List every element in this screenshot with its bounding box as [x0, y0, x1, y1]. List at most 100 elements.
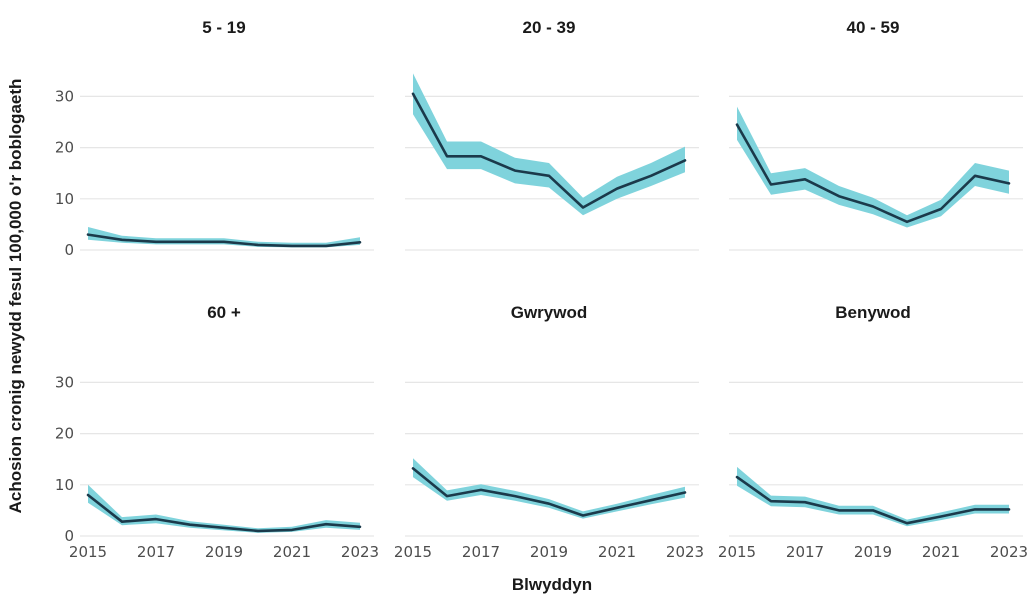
panel-title: Benywod	[835, 303, 911, 322]
data-point	[291, 244, 294, 247]
data-point	[155, 240, 158, 243]
x-tick-label: 2017	[462, 543, 500, 561]
x-tick-label: 2023	[666, 543, 704, 561]
data-point	[121, 238, 124, 241]
data-point	[940, 515, 943, 518]
x-tick-label: 2021	[598, 543, 636, 561]
data-point	[480, 488, 483, 491]
data-point	[412, 467, 415, 470]
data-point	[838, 195, 841, 198]
data-point	[257, 529, 260, 532]
data-point	[359, 525, 362, 528]
data-point	[189, 240, 192, 243]
y-tick-label: 30	[55, 373, 74, 391]
data-point	[223, 240, 226, 243]
data-point	[514, 169, 517, 172]
data-point	[582, 206, 585, 209]
y-tick-label: 20	[55, 425, 74, 443]
x-tick-label: 2023	[341, 543, 379, 561]
x-tick-label: 2023	[990, 543, 1028, 561]
panel-4: 0 10 20 30 2015 2017 2019 2021 2023 60 +	[55, 303, 379, 561]
data-point	[872, 509, 875, 512]
data-point	[359, 241, 362, 244]
x-tick-label: 2019	[854, 543, 892, 561]
data-point	[480, 155, 483, 158]
series-line	[411, 467, 687, 517]
x-tick-label: 2015	[394, 543, 432, 561]
confidence-band	[737, 466, 1009, 527]
data-point	[446, 155, 449, 158]
data-point	[684, 159, 687, 162]
y-tick-label: 0	[64, 527, 74, 545]
data-point	[650, 499, 653, 502]
y-tick-label: 20	[55, 139, 74, 157]
data-point	[325, 244, 328, 247]
y-tick-label: 0	[64, 241, 74, 259]
y-axis-label: Achosion cronig newydd fesul 100,000 o'r…	[6, 79, 25, 514]
panel-title: 20 - 39	[523, 18, 576, 37]
data-point	[548, 502, 551, 505]
panel-2: 20 - 39	[405, 18, 699, 251]
data-point	[1008, 182, 1011, 185]
data-point	[804, 178, 807, 181]
x-tick-label: 2019	[530, 543, 568, 561]
data-point	[121, 520, 124, 523]
data-point	[974, 508, 977, 511]
panel-title: 60 +	[207, 303, 241, 322]
data-point	[87, 494, 90, 497]
data-point	[736, 123, 739, 126]
data-point	[872, 205, 875, 208]
panel-title: 5 - 19	[202, 18, 245, 37]
data-point	[906, 220, 909, 223]
x-tick-label: 2015	[718, 543, 756, 561]
x-tick-label: 2021	[922, 543, 960, 561]
x-tick-label: 2015	[69, 543, 107, 561]
panel-title: Gwrywod	[511, 303, 588, 322]
y-tick-label: 10	[55, 190, 74, 208]
series-line	[86, 493, 362, 533]
confidence-band	[88, 484, 360, 533]
data-point	[155, 518, 158, 521]
confidence-band	[413, 458, 685, 519]
panel-5: 2015 2017 2019 2021 2023 Gwrywod	[394, 303, 704, 561]
series-line	[411, 92, 687, 209]
y-tick-label: 10	[55, 476, 74, 494]
panel-3: 40 - 59	[729, 18, 1023, 251]
panel-1: 0 10 20 30 5 - 19	[55, 18, 374, 259]
data-point	[906, 522, 909, 525]
x-tick-label: 2017	[786, 543, 824, 561]
x-tick-label: 2021	[273, 543, 311, 561]
series-line	[86, 233, 362, 248]
data-point	[770, 500, 773, 503]
data-point	[291, 528, 294, 531]
x-axis-label: Blwyddyn	[512, 575, 592, 594]
data-point	[514, 495, 517, 498]
confidence-band	[413, 73, 685, 216]
data-point	[804, 501, 807, 504]
data-point	[257, 243, 260, 246]
data-point	[223, 526, 226, 529]
data-point	[412, 92, 415, 95]
data-point	[770, 183, 773, 186]
data-point	[616, 187, 619, 190]
data-point	[616, 506, 619, 509]
data-point	[189, 523, 192, 526]
data-point	[87, 233, 90, 236]
data-point	[325, 523, 328, 526]
confidence-band	[737, 106, 1009, 228]
x-tick-label: 2019	[205, 543, 243, 561]
data-point	[548, 174, 551, 177]
data-point	[684, 491, 687, 494]
data-point	[582, 514, 585, 517]
panel-title: 40 - 59	[847, 18, 900, 37]
data-point	[446, 495, 449, 498]
x-tick-label: 2017	[137, 543, 175, 561]
data-point	[838, 509, 841, 512]
series-line	[735, 123, 1011, 224]
data-point	[1008, 508, 1011, 511]
data-point	[736, 476, 739, 479]
series-line	[735, 475, 1011, 525]
y-tick-label: 30	[55, 87, 74, 105]
confidence-band	[88, 227, 360, 248]
